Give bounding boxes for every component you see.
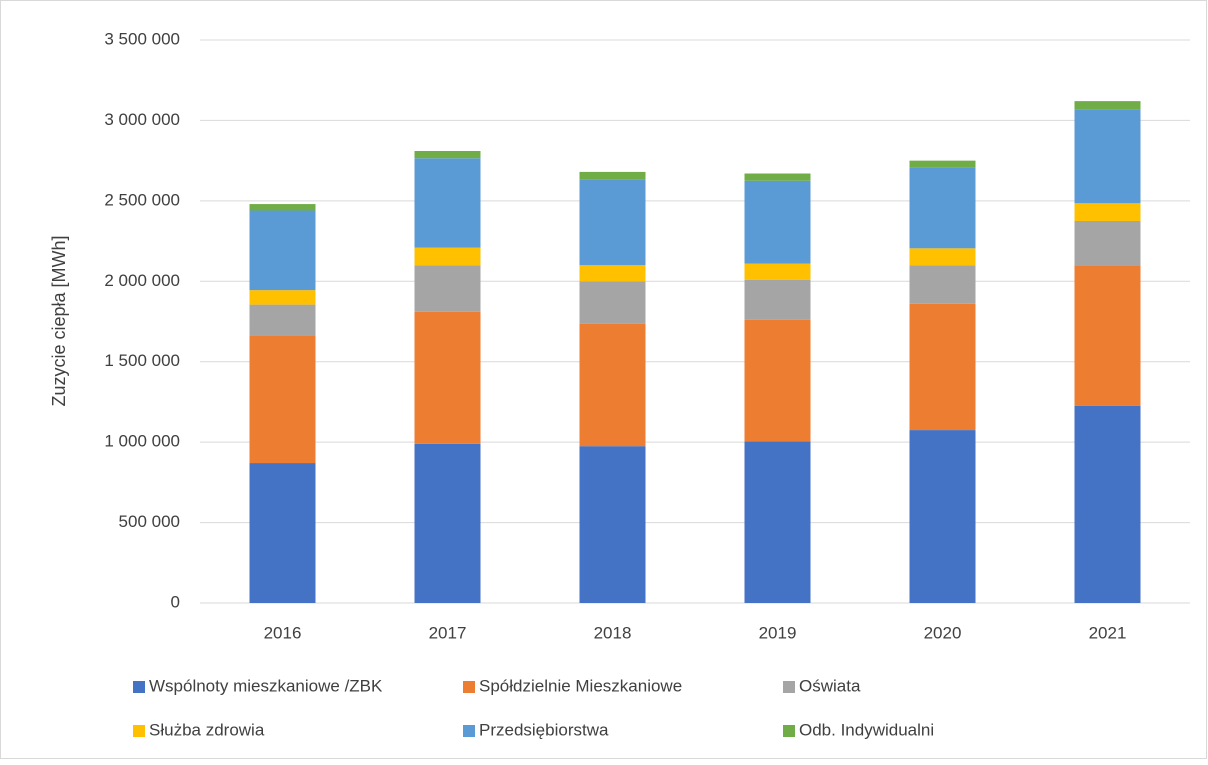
bar-segment <box>744 441 811 603</box>
bar-segment <box>1074 203 1141 221</box>
legend-swatch <box>783 725 795 737</box>
bar-segment <box>414 443 481 603</box>
legend-label: Odb. Indywidualni <box>799 720 934 739</box>
x-tick-label: 2019 <box>759 623 797 642</box>
x-tick-label: 2016 <box>264 623 302 642</box>
bar-segment <box>909 248 976 266</box>
bar-segment <box>579 446 646 603</box>
bar-segment <box>414 150 481 159</box>
y-tick-label: 3 500 000 <box>104 29 180 48</box>
x-tick-label: 2021 <box>1089 623 1127 642</box>
bar-segment <box>249 463 316 603</box>
y-tick-label: 2 500 000 <box>104 190 180 209</box>
legend-label: Spółdzielnie Mieszkaniowe <box>479 676 682 695</box>
y-tick-label: 0 <box>171 592 180 611</box>
bar-segment <box>249 204 316 211</box>
bar-segment <box>414 311 481 444</box>
y-tick-label: 500 000 <box>119 512 180 531</box>
bar-segment <box>909 160 976 168</box>
bar-segment <box>1074 266 1141 406</box>
legend-label: Przedsiębiorstwa <box>479 720 609 739</box>
y-tick-label: 1 000 000 <box>104 432 180 451</box>
bar-segment <box>579 171 646 180</box>
bar-segment <box>909 265 976 304</box>
bar-segment <box>579 281 646 324</box>
bar-segment <box>1074 405 1141 603</box>
bar-segment <box>1074 220 1141 267</box>
bar-segment <box>249 304 316 336</box>
legend-swatch <box>133 725 145 737</box>
bar-segment <box>249 335 316 464</box>
bar-segment <box>744 180 811 264</box>
y-tick-label: 1 500 000 <box>104 351 180 370</box>
legend-label: Wspólnoty mieszkaniowe /ZBK <box>149 676 383 695</box>
bar-segment <box>579 323 646 447</box>
bar-segment <box>414 247 481 266</box>
bar-segment <box>579 179 646 266</box>
legend-swatch <box>463 725 475 737</box>
bar-segment <box>744 279 811 320</box>
bar-segment <box>744 319 811 442</box>
bar-segment <box>909 430 976 603</box>
bar-segment <box>744 173 811 181</box>
bar-segment <box>1074 101 1141 110</box>
legend-swatch <box>463 681 475 693</box>
bar-segment <box>744 263 811 280</box>
legend-swatch <box>783 681 795 693</box>
bar-segment <box>249 290 316 305</box>
bar-segment <box>1074 109 1141 204</box>
x-tick-label: 2017 <box>429 623 467 642</box>
x-tick-label: 2020 <box>924 623 962 642</box>
bar-segment <box>909 303 976 431</box>
legend-label: Oświata <box>799 676 861 695</box>
legend-swatch <box>133 681 145 693</box>
y-axis-label: Zuzycie ciepła [MWh] <box>49 235 69 406</box>
bar-segment <box>414 265 481 312</box>
bar-segment <box>249 210 316 291</box>
y-tick-label: 2 000 000 <box>104 271 180 290</box>
x-tick-label: 2018 <box>594 623 632 642</box>
legend-label: Służba zdrowia <box>149 720 265 739</box>
y-tick-label: 3 000 000 <box>104 110 180 129</box>
bar-segment <box>909 167 976 249</box>
bar-segment <box>579 265 646 282</box>
bar-segment <box>414 158 481 248</box>
